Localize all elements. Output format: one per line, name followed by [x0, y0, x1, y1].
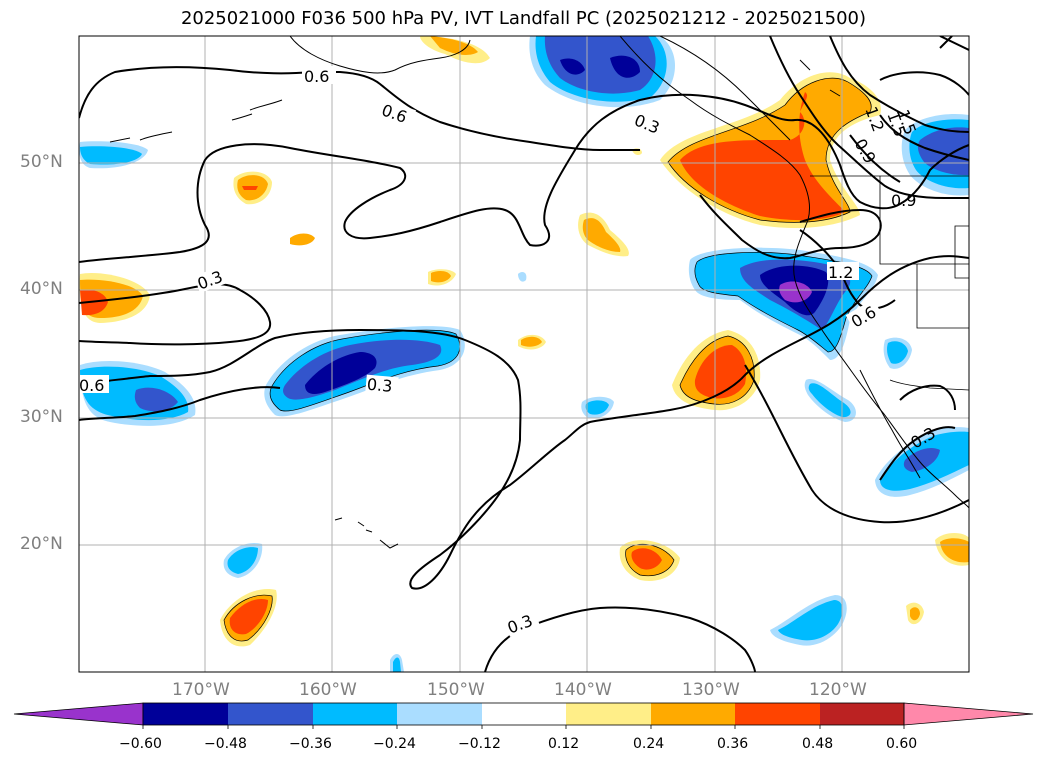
colorbar-segment — [313, 703, 397, 725]
colorbar-tick-label: −0.36 — [289, 736, 332, 752]
colorbar-segment — [143, 703, 228, 725]
lon-label: 150°W — [427, 680, 485, 700]
colorbar-tick-label: 0.24 — [633, 736, 665, 752]
colorbar-segment — [482, 703, 566, 725]
contour-label: 1.2 — [828, 263, 853, 282]
colorbar-extend-high — [903, 702, 1034, 726]
lon-label: 170°W — [172, 680, 230, 700]
lat-label: 30°N — [20, 407, 63, 427]
colorbar-segment — [566, 703, 651, 725]
contour-label: 0.9 — [891, 191, 916, 210]
lon-label: 130°W — [682, 680, 740, 700]
lat-label: 50°N — [20, 152, 63, 172]
contour-label: 0.3 — [632, 110, 663, 137]
contour-label: 1.2 — [861, 104, 888, 134]
contour-label: 0.6 — [304, 67, 329, 86]
colorbar — [13, 702, 1034, 729]
colorbar-tick-label: 0.36 — [717, 736, 749, 752]
lon-label: 120°W — [809, 680, 867, 700]
colorbar-tick-label: 0.60 — [886, 736, 918, 752]
colorbar-tick-label: 0.48 — [802, 736, 834, 752]
map-frame — [78, 35, 970, 673]
colorbar-segment — [651, 703, 735, 725]
positive-anomaly-fill — [79, 36, 969, 647]
colorbar-tick-label: −0.60 — [119, 736, 162, 752]
lat-label: 20°N — [20, 534, 63, 554]
pv-contours — [79, 36, 969, 672]
lon-label: 140°W — [554, 680, 612, 700]
gridlines — [79, 36, 969, 672]
colorbar-tick-label: −0.24 — [373, 736, 416, 752]
map-title: 2025021000 F036 500 hPa PV, IVT Landfall… — [180, 8, 867, 29]
colorbar-segment — [735, 703, 820, 725]
coastline — [109, 36, 969, 549]
colorbar-segment — [228, 703, 313, 725]
lat-label: 40°N — [20, 279, 63, 299]
colorbar-segment — [820, 703, 904, 725]
contour-label: 0.3 — [366, 375, 393, 396]
colorbar-tick-label: −0.12 — [458, 736, 501, 752]
colorbar-tick-label: −0.48 — [204, 736, 247, 752]
contour-label: 0.6 — [79, 376, 104, 395]
colorbar-segment — [397, 703, 482, 725]
colorbar-extend-low — [13, 702, 144, 726]
colorbar-tick-label: 0.12 — [548, 736, 580, 752]
lon-label: 160°W — [299, 680, 357, 700]
